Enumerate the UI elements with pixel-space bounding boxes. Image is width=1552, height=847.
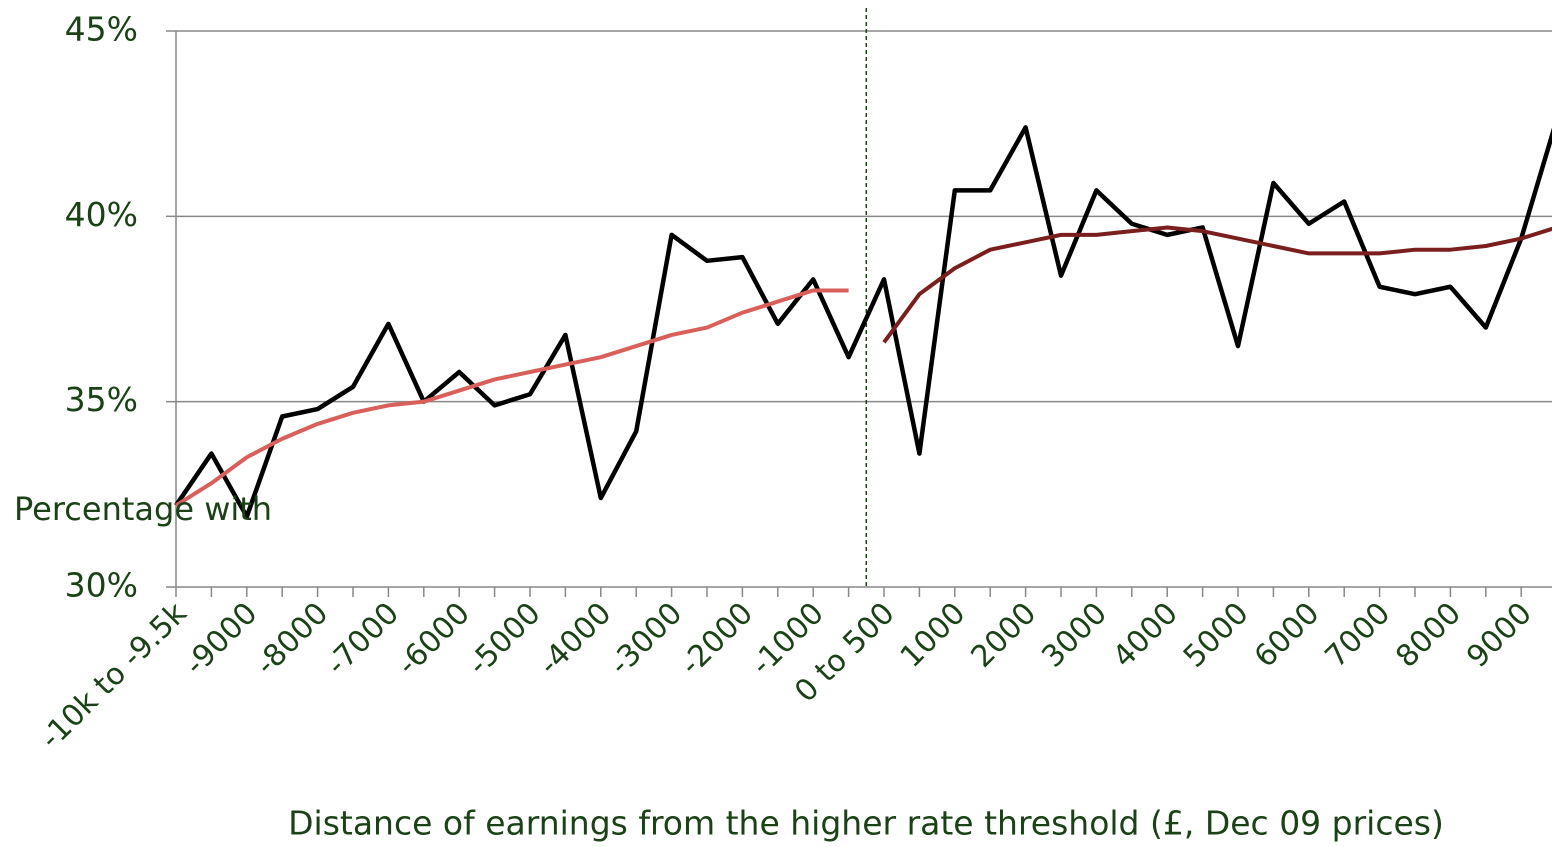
- y-tick-label: 30%: [65, 566, 138, 605]
- x-tick-label: 6000: [1248, 596, 1327, 675]
- x-tick-label: -3000: [603, 596, 689, 682]
- x-tick-label: -8000: [249, 596, 335, 682]
- x-tick-label: -7000: [320, 596, 406, 682]
- x-tick-label: 7000: [1319, 596, 1398, 675]
- x-tick-label: 5000: [1177, 596, 1256, 675]
- line-series: [174, 125, 1552, 519]
- line-series: [882, 225, 1552, 344]
- x-tick-label: -4000: [532, 596, 618, 682]
- grid: [166, 8, 1552, 597]
- x-tick-label: 1000: [894, 596, 973, 675]
- x-tick-label: 2000: [965, 596, 1044, 675]
- x-tick-label: 8000: [1389, 596, 1468, 675]
- y-axis-title: Percentage with: [14, 490, 272, 528]
- x-tick-label: 9000: [1460, 596, 1539, 675]
- x-tick-label: -5000: [461, 596, 547, 682]
- y-tick-label: 45%: [65, 10, 138, 49]
- line-series: [174, 288, 849, 508]
- x-tick-label: 3000: [1035, 596, 1114, 675]
- x-axis-title: Distance of earnings from the higher rat…: [288, 804, 1444, 843]
- plot-area: [174, 125, 1552, 519]
- x-tick-label: -6000: [390, 596, 476, 682]
- y-tick-label: 35%: [65, 380, 138, 419]
- x-tick-label: -2000: [674, 596, 760, 682]
- x-tick-label: -10k to -9.5k: [34, 595, 195, 756]
- y-tick-label: 40%: [65, 195, 138, 234]
- x-tick-label: -9000: [178, 596, 264, 682]
- x-tick-label: 4000: [1106, 596, 1185, 675]
